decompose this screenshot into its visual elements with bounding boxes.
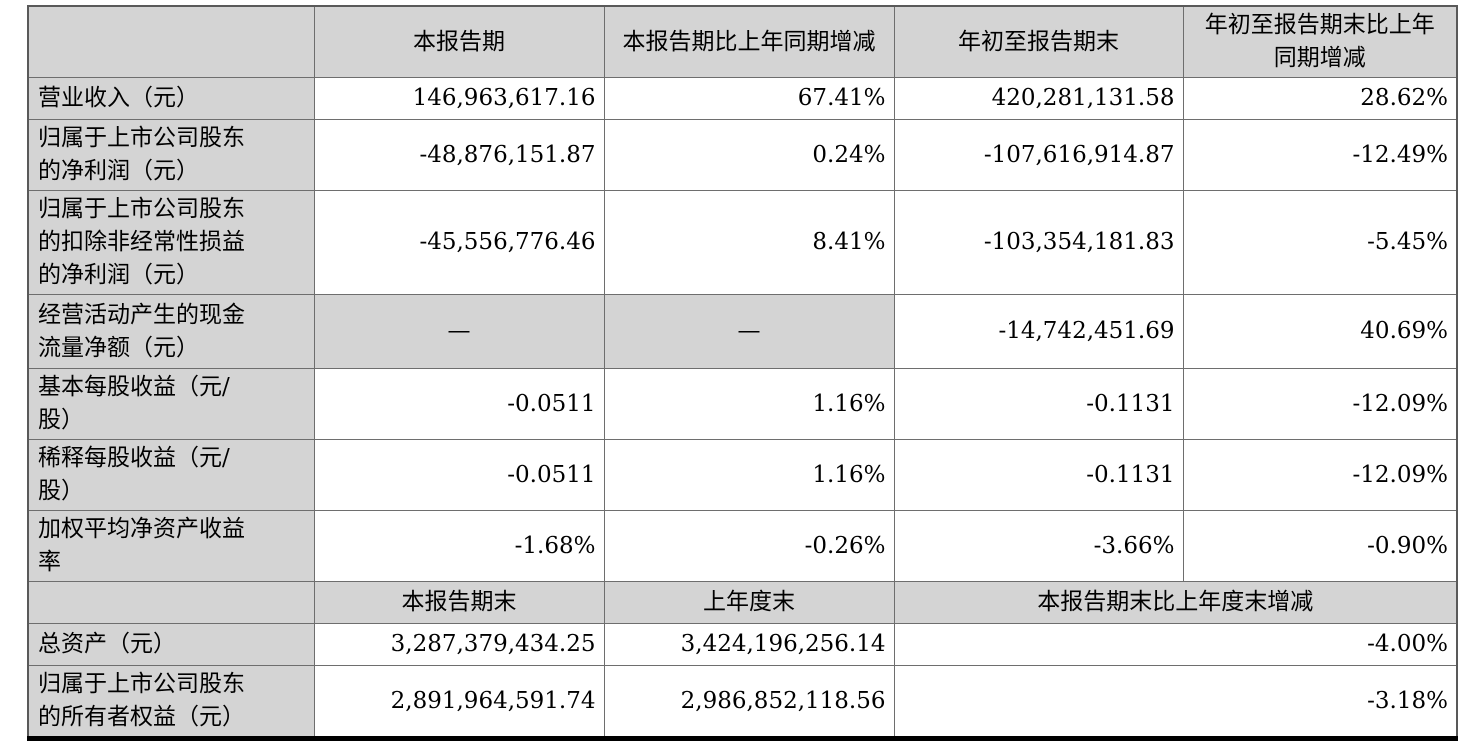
table-row: 经营活动产生的现金流量净额（元） — — -14,742,451.69 40.6… (27, 294, 1458, 369)
value-cell: -0.1131 (893, 439, 1184, 511)
table-row: 归属于上市公司股东的净利润（元） -48,876,151.87 0.24% -1… (27, 119, 1458, 191)
header-row: 本报告期 本报告期比上年同期增减 年初至报告期末 年初至报告期末比上年同期增减 (27, 5, 1458, 78)
value-cell: 0.24% (603, 119, 895, 191)
value-cell: -3.18% (893, 665, 1458, 739)
row-label: 总资产（元） (27, 623, 315, 666)
subheader-cell-prior-year-end: 上年度末 (603, 581, 895, 624)
value-cell: -0.0511 (313, 439, 605, 511)
header-cell-ytd: 年初至报告期末 (893, 5, 1184, 78)
row-label: 加权平均净资产收益率 (27, 510, 315, 582)
subheader-cell-blank (27, 581, 315, 624)
table-row: 营业收入（元） 146,963,617.16 67.41% 420,281,13… (27, 77, 1458, 120)
empty-value-cell: — (313, 294, 605, 369)
value-cell: -5.45% (1182, 190, 1458, 295)
subheader-cell-period-end: 本报告期末 (313, 581, 605, 624)
value-cell: -0.1131 (893, 368, 1184, 440)
value-cell: -103,354,181.83 (893, 190, 1184, 295)
empty-value-cell: — (603, 294, 895, 369)
value-cell: -3.66% (893, 510, 1184, 582)
report-page: 本报告期 本报告期比上年同期增减 年初至报告期末 年初至报告期末比上年同期增减 … (27, 5, 1458, 741)
table-row: 总资产（元） 3,287,379,434.25 3,424,196,256.14… (27, 623, 1458, 666)
header-cell-blank (27, 5, 315, 78)
value-cell: -0.0511 (313, 368, 605, 440)
value-cell: -4.00% (893, 623, 1458, 666)
row-label: 归属于上市公司股东的所有者权益（元） (27, 665, 315, 739)
table-row: 加权平均净资产收益率 -1.68% -0.26% -3.66% -0.90% (27, 510, 1458, 582)
value-cell: -12.49% (1182, 119, 1458, 191)
value-cell: 3,424,196,256.14 (603, 623, 895, 666)
row-label: 归属于上市公司股东的扣除非经常性损益的净利润（元） (27, 190, 315, 295)
value-cell: 40.69% (1182, 294, 1458, 369)
value-cell: 3,287,379,434.25 (313, 623, 605, 666)
value-cell: 1.16% (603, 368, 895, 440)
header-cell-current-period: 本报告期 (313, 5, 605, 78)
value-cell: 2,986,852,118.56 (603, 665, 895, 739)
subheader-cell-change-vs-prior-year-end: 本报告期末比上年度末增减 (893, 581, 1458, 624)
header-cell-ytd-vs-prior-year: 年初至报告期末比上年同期增减 (1182, 5, 1458, 78)
value-cell: -48,876,151.87 (313, 119, 605, 191)
value-cell: -0.26% (603, 510, 895, 582)
value-cell: 146,963,617.16 (313, 77, 605, 120)
financial-summary-table: 本报告期 本报告期比上年同期增减 年初至报告期末 年初至报告期末比上年同期增减 … (27, 5, 1458, 741)
value-cell: 28.62% (1182, 77, 1458, 120)
value-cell: -107,616,914.87 (893, 119, 1184, 191)
table-row: 归属于上市公司股东的所有者权益（元） 2,891,964,591.74 2,98… (27, 665, 1458, 739)
row-label: 经营活动产生的现金流量净额（元） (27, 294, 315, 369)
value-cell: -45,556,776.46 (313, 190, 605, 295)
value-cell: 2,891,964,591.74 (313, 665, 605, 739)
value-cell: -0.90% (1182, 510, 1458, 582)
value-cell: -1.68% (313, 510, 605, 582)
value-cell: 67.41% (603, 77, 895, 120)
row-label: 基本每股收益（元/股） (27, 368, 315, 440)
table-row: 归属于上市公司股东的扣除非经常性损益的净利润（元） -45,556,776.46… (27, 190, 1458, 295)
row-label: 归属于上市公司股东的净利润（元） (27, 119, 315, 191)
value-cell: -14,742,451.69 (893, 294, 1184, 369)
row-label: 稀释每股收益（元/股） (27, 439, 315, 511)
value-cell: 8.41% (603, 190, 895, 295)
row-label: 营业收入（元） (27, 77, 315, 120)
table-row: 稀释每股收益（元/股） -0.0511 1.16% -0.1131 -12.09… (27, 439, 1458, 511)
value-cell: -12.09% (1182, 439, 1458, 511)
value-cell: 1.16% (603, 439, 895, 511)
value-cell: 420,281,131.58 (893, 77, 1184, 120)
subheader-row: 本报告期末 上年度末 本报告期末比上年度末增减 (27, 581, 1458, 624)
value-cell: -12.09% (1182, 368, 1458, 440)
header-cell-current-vs-prior-year: 本报告期比上年同期增减 (603, 5, 895, 78)
table-row: 基本每股收益（元/股） -0.0511 1.16% -0.1131 -12.09… (27, 368, 1458, 440)
